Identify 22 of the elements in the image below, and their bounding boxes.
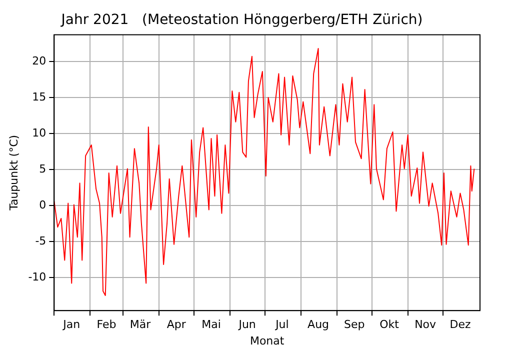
- x-tick-label: Jan: [62, 318, 80, 332]
- y-tick-label: 15: [32, 90, 46, 104]
- x-tick-label: Apr: [166, 318, 186, 332]
- x-tick-label: Nov: [414, 318, 437, 332]
- x-tick-label: Mär: [130, 318, 152, 332]
- x-tick-label: Sep: [344, 318, 365, 332]
- x-tick-label: Okt: [380, 318, 400, 332]
- x-tick-label: Mai: [202, 318, 221, 332]
- x-tick-label: Feb: [96, 318, 116, 332]
- x-tick-label: Dez: [450, 318, 471, 332]
- y-tick-label: 20: [32, 54, 46, 68]
- y-tick-label: -5: [35, 234, 46, 248]
- y-tick-label: 5: [39, 162, 46, 176]
- y-tick-label: 10: [32, 126, 46, 140]
- y-tick-label: 0: [39, 198, 46, 212]
- x-tick-label: Aug: [308, 318, 330, 332]
- y-axis-title: Taupunkt (°C): [7, 134, 20, 212]
- x-axis-title: Monat: [250, 334, 285, 348]
- x-tick-label: Jun: [238, 318, 256, 332]
- chart-title: Jahr 2021 (Meteostation Hönggerberg/ETH Zürich): [60, 12, 423, 28]
- y-tick-label: -10: [28, 270, 46, 284]
- x-tick-label: Jul: [274, 318, 289, 332]
